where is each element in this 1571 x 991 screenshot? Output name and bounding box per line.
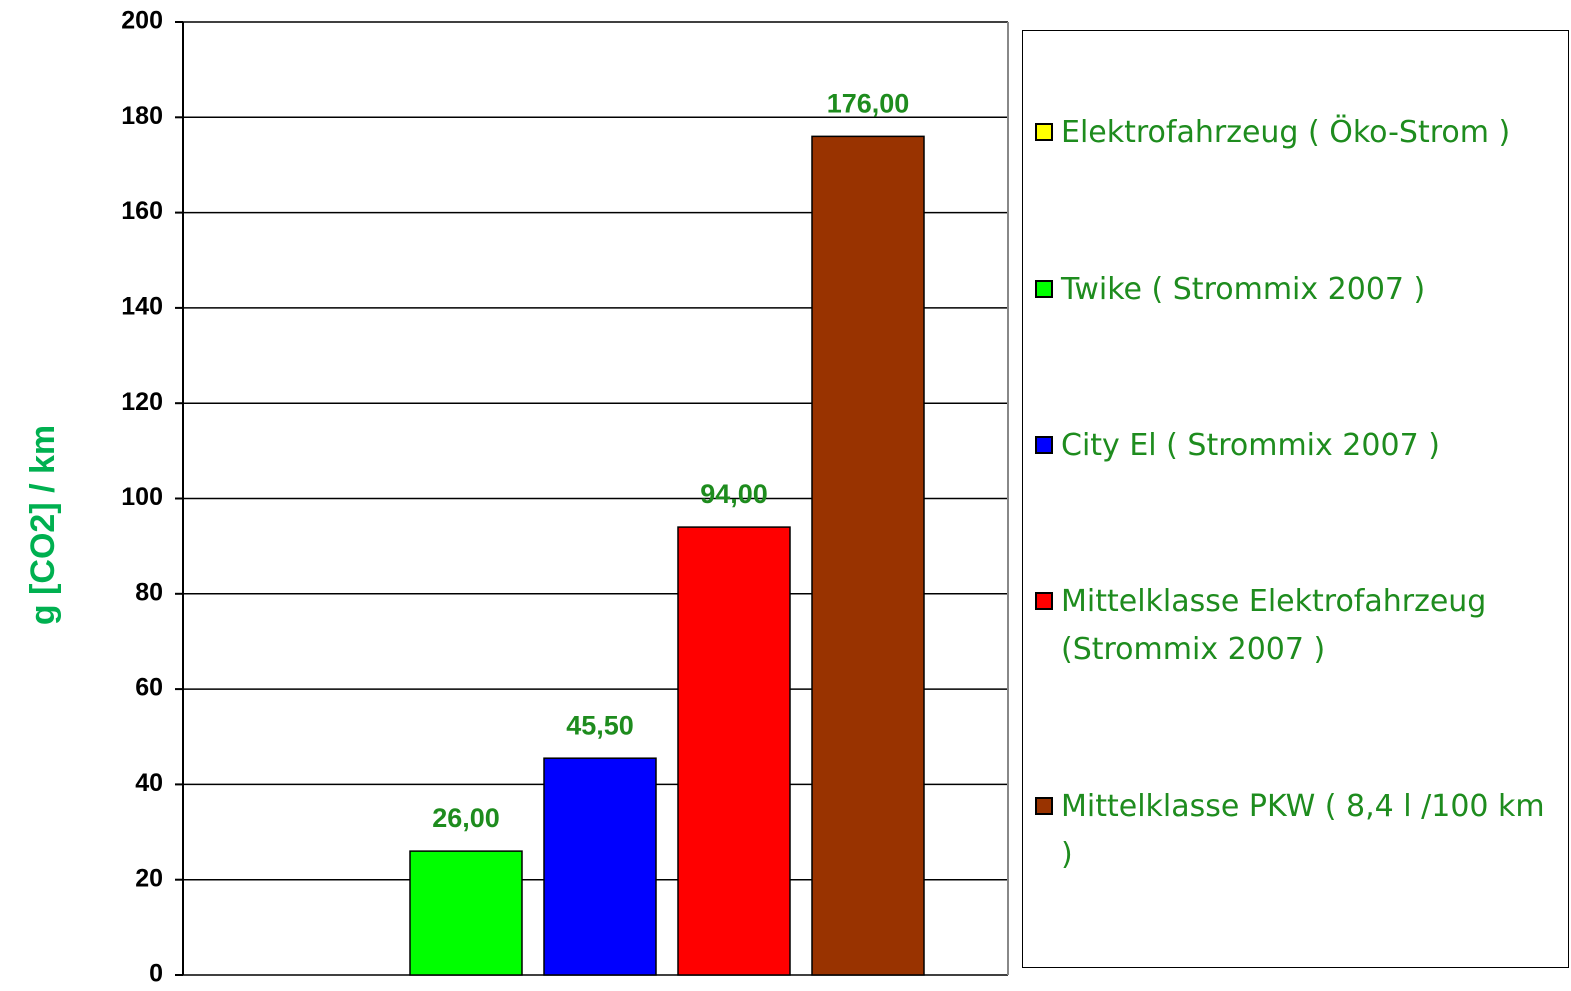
y-tick-label: 20: [135, 864, 163, 892]
y-tick-label: 160: [121, 197, 163, 225]
legend-item: Mittelklasse Elektrofahrzeug (Strommix 2…: [1035, 578, 1560, 674]
bar: [677, 526, 791, 976]
legend-swatch: [1035, 279, 1053, 298]
legend-swatch: [1035, 796, 1053, 815]
legend-label: Mittelklasse Elektrofahrzeug (Strommix 2…: [1061, 584, 1487, 668]
y-tick-label: 120: [121, 388, 163, 416]
y-tick-label: 0: [149, 960, 163, 988]
value-label: 176,00: [827, 88, 910, 118]
bar: [811, 135, 925, 976]
y-tick-label: 140: [121, 293, 163, 321]
y-axis-title: g [CO2] / km: [24, 425, 62, 625]
legend: Elektrofahrzeug ( Öko-Strom ) Twike ( Str…: [1022, 30, 1569, 968]
y-tick-label: 100: [121, 483, 163, 511]
value-label: 45,50: [566, 710, 634, 740]
legend-label: City El ( Strommix 2007 ): [1061, 427, 1440, 463]
legend-swatch: [1035, 435, 1053, 454]
legend-label: Twike ( Strommix 2007 ): [1061, 271, 1426, 307]
y-tick-label: 60: [135, 674, 163, 702]
legend-label: Mittelklasse PKW ( 8,4 l /100 km ): [1061, 788, 1545, 872]
y-tick-label: 80: [135, 578, 163, 606]
legend-label: Elektrofahrzeug ( Öko-Strom ): [1061, 115, 1511, 151]
bar: [409, 850, 523, 976]
legend-item: Elektrofahrzeug ( Öko-Strom ): [1035, 109, 1560, 157]
y-tick-label: 200: [121, 7, 163, 35]
legend-item: Twike ( Strommix 2007 ): [1035, 266, 1560, 314]
legend-item: City El ( Strommix 2007 ): [1035, 422, 1560, 470]
value-label: 94,00: [700, 479, 768, 509]
legend-swatch: [1035, 123, 1053, 142]
bar: [543, 757, 657, 976]
y-tick-label: 40: [135, 769, 163, 797]
legend-item: Mittelklasse PKW ( 8,4 l /100 km ): [1035, 783, 1560, 879]
legend-swatch: [1035, 592, 1053, 611]
value-label: 26,00: [432, 803, 500, 833]
y-tick-label: 180: [121, 102, 163, 130]
